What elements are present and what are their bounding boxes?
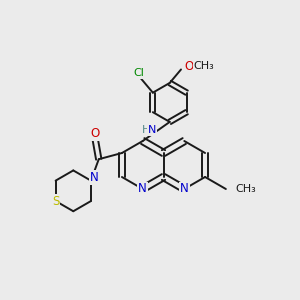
Text: N: N: [138, 182, 147, 196]
Text: N: N: [148, 125, 156, 135]
Text: O: O: [184, 60, 194, 73]
Text: Cl: Cl: [133, 68, 144, 78]
Text: N: N: [180, 182, 189, 196]
Text: O: O: [90, 127, 100, 140]
Text: S: S: [52, 194, 59, 208]
Text: N: N: [90, 171, 99, 184]
Text: CH₃: CH₃: [194, 61, 214, 71]
Text: CH₃: CH₃: [236, 184, 256, 194]
Text: H: H: [142, 125, 150, 135]
